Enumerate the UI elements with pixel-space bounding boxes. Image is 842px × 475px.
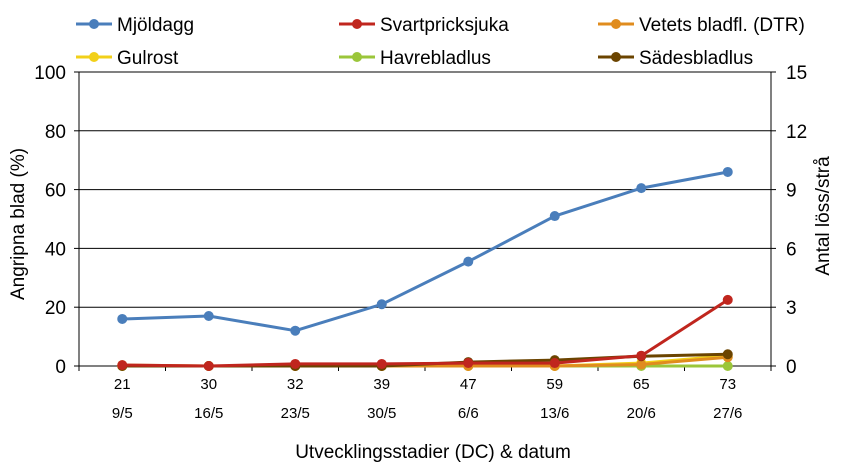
data-point <box>463 358 474 369</box>
legend-label: Vetets bladfl. (DTR) <box>639 15 805 36</box>
data-point <box>722 361 733 371</box>
x-tick-label-date: 27/6 <box>713 405 742 422</box>
x-tick-label-dc: 21 <box>114 376 131 393</box>
legend-label: Svartpricksjuka <box>380 15 509 36</box>
y-tick-label: 20 <box>45 298 66 319</box>
data-point <box>203 311 214 322</box>
axes <box>74 71 776 371</box>
x-tick-label-date: 30/5 <box>367 405 396 422</box>
legend-swatch-marker <box>89 52 99 62</box>
y-tick-label: 80 <box>45 122 66 143</box>
legend-item: Mjöldagg <box>76 15 194 36</box>
y-axis-title: Angripna blad (%) <box>8 148 29 300</box>
x-axis-title: Utvecklingsstadier (DC) & datum <box>295 442 571 463</box>
legend-swatch-marker <box>611 52 621 62</box>
legend-swatch-marker <box>352 52 362 62</box>
series-group <box>117 166 733 336</box>
y-tick-label: 40 <box>45 239 66 260</box>
data-point <box>117 313 128 324</box>
x-tick-label-date: 23/5 <box>281 405 310 422</box>
x-tick-label-dc: 39 <box>373 376 390 393</box>
x-tick-label-date: 16/5 <box>194 405 223 422</box>
y2-tick-label: 6 <box>786 239 797 260</box>
series <box>117 166 733 371</box>
legend-item: Sädesbladlus <box>598 48 753 69</box>
x-tick-label-date: 9/5 <box>112 405 133 422</box>
legend-item: Svartpricksjuka <box>339 15 509 36</box>
y2-tick-label: 9 <box>786 181 797 202</box>
x-tick-label-date: 13/6 <box>540 405 569 422</box>
data-point <box>722 349 733 360</box>
legend-item: Havrebladlus <box>339 48 491 69</box>
tick-labels: 0 20 40 60 80 100 0 3 6 9 12 15 21 30 32 39 47 59 65 73 9/5 1… <box>34 63 807 422</box>
y2-axis-title: Antal löss/strå <box>813 156 834 276</box>
legend-item: Gulrost <box>76 48 179 69</box>
legend-label: Mjöldagg <box>117 15 194 36</box>
series-line <box>122 298 729 368</box>
legend-label: Havrebladlus <box>380 48 491 69</box>
legend-swatch-marker <box>352 19 362 29</box>
data-point <box>376 299 387 310</box>
data-point <box>636 359 647 370</box>
y2-tick-label: 3 <box>786 298 797 319</box>
x-tick-label-dc: 32 <box>287 376 304 393</box>
y2-tick-label: 0 <box>786 357 797 378</box>
data-point <box>290 358 301 369</box>
data-point <box>549 211 560 222</box>
data-point <box>636 183 647 194</box>
x-tick-label-dc: 47 <box>460 376 477 393</box>
data-point <box>290 325 301 336</box>
data-point <box>636 350 647 361</box>
legend-swatch-marker <box>611 19 621 29</box>
data-point <box>722 294 733 305</box>
y2-tick-label: 15 <box>786 63 807 84</box>
legend-item: Vetets bladfl. (DTR) <box>598 15 805 36</box>
data-point <box>463 256 474 267</box>
y-tick-label: 100 <box>34 63 66 84</box>
legend-label: Gulrost <box>117 48 179 69</box>
data-point <box>203 361 214 371</box>
x-tick-label-dc: 65 <box>633 376 650 393</box>
legend: Mjöldagg Svartpricksjuka Vetets bladfl. (D… <box>76 15 805 69</box>
y-tick-label: 0 <box>55 357 66 378</box>
data-point <box>722 166 733 177</box>
x-tick-label-dc: 59 <box>546 376 563 393</box>
series-group <box>117 294 733 371</box>
y2-tick-label: 12 <box>786 122 807 143</box>
series-line <box>122 170 729 333</box>
y-tick-label: 60 <box>45 181 66 202</box>
data-point <box>549 358 560 369</box>
x-tick-label-date: 6/6 <box>458 405 479 422</box>
legend-swatch-marker <box>89 19 99 29</box>
data-point <box>376 358 387 369</box>
grid-lines <box>79 71 771 308</box>
x-tick-label-dc: 30 <box>200 376 217 393</box>
x-tick-label-date: 20/6 <box>627 405 656 422</box>
x-tick-label-dc: 73 <box>719 376 736 393</box>
legend-label: Sädesbladlus <box>639 48 753 69</box>
data-point <box>117 360 128 371</box>
